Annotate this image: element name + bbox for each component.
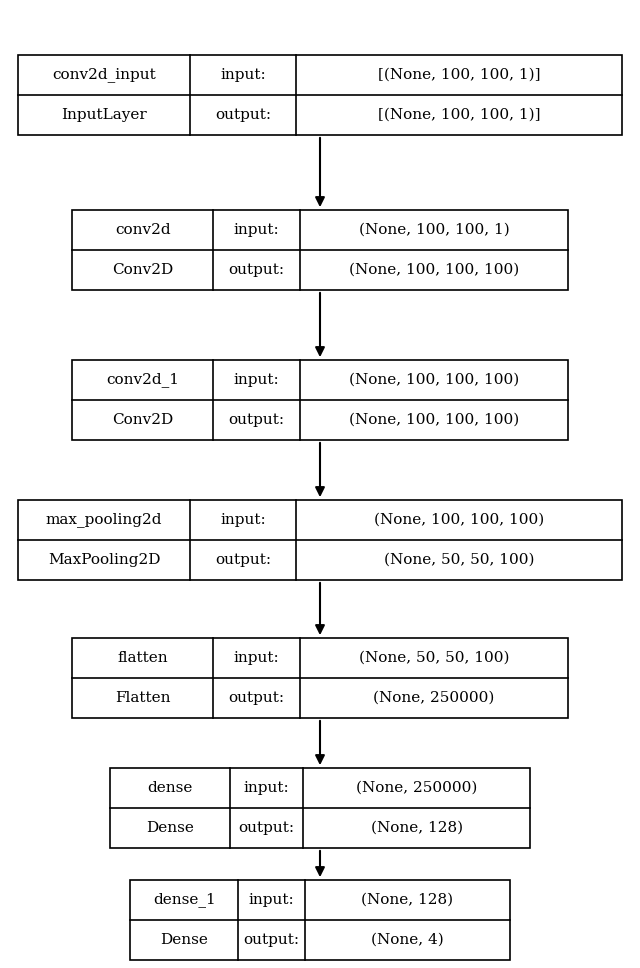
Text: (None, 100, 100, 1): (None, 100, 100, 1) (358, 223, 509, 237)
Text: [(None, 100, 100, 1)]: [(None, 100, 100, 1)] (378, 68, 540, 82)
Text: conv2d_1: conv2d_1 (106, 373, 179, 387)
Text: (None, 250000): (None, 250000) (356, 781, 477, 795)
Text: (None, 50, 50, 100): (None, 50, 50, 100) (383, 553, 534, 567)
Bar (18, 500, 622, 580)
Bar (110, 768, 530, 848)
Text: InputLayer: InputLayer (61, 108, 147, 122)
Text: (None, 4): (None, 4) (371, 933, 444, 947)
Text: input:: input: (220, 68, 266, 82)
Text: (None, 100, 100, 100): (None, 100, 100, 100) (374, 513, 544, 527)
Text: Conv2D: Conv2D (112, 263, 173, 277)
Text: flatten: flatten (117, 651, 168, 665)
Text: output:: output: (215, 108, 271, 122)
Text: output:: output: (228, 413, 285, 427)
Text: Dense: Dense (146, 821, 194, 835)
Text: Dense: Dense (160, 933, 208, 947)
Text: output:: output: (238, 821, 294, 835)
Text: MaxPooling2D: MaxPooling2D (48, 553, 160, 567)
Text: input:: input: (234, 373, 280, 387)
Text: (None, 100, 100, 100): (None, 100, 100, 100) (349, 373, 519, 387)
Text: input:: input: (234, 651, 280, 665)
Text: (None, 250000): (None, 250000) (373, 691, 495, 705)
Text: max_pooling2d: max_pooling2d (46, 513, 163, 528)
Text: Conv2D: Conv2D (112, 413, 173, 427)
Text: output:: output: (228, 691, 285, 705)
Text: input:: input: (244, 781, 289, 795)
Bar (72, 210, 568, 290)
Text: input:: input: (234, 223, 280, 237)
Bar (130, 880, 510, 960)
Bar (18, 55, 622, 135)
Text: input:: input: (220, 513, 266, 527)
Bar (72, 360, 568, 440)
Text: conv2d: conv2d (115, 223, 170, 237)
Bar (72, 638, 568, 718)
Text: (None, 100, 100, 100): (None, 100, 100, 100) (349, 413, 519, 427)
Text: input:: input: (249, 893, 294, 907)
Text: dense: dense (147, 781, 193, 795)
Text: output:: output: (215, 553, 271, 567)
Text: Flatten: Flatten (115, 691, 170, 705)
Text: output:: output: (243, 933, 300, 947)
Text: (None, 128): (None, 128) (362, 893, 454, 907)
Text: (None, 50, 50, 100): (None, 50, 50, 100) (359, 651, 509, 665)
Text: conv2d_input: conv2d_input (52, 68, 156, 82)
Text: dense_1: dense_1 (153, 892, 216, 907)
Text: (None, 100, 100, 100): (None, 100, 100, 100) (349, 263, 519, 277)
Text: (None, 128): (None, 128) (371, 821, 463, 835)
Text: [(None, 100, 100, 1)]: [(None, 100, 100, 1)] (378, 108, 540, 122)
Text: output:: output: (228, 263, 285, 277)
